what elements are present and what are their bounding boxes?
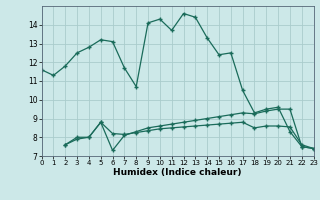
X-axis label: Humidex (Indice chaleur): Humidex (Indice chaleur) (113, 168, 242, 177)
